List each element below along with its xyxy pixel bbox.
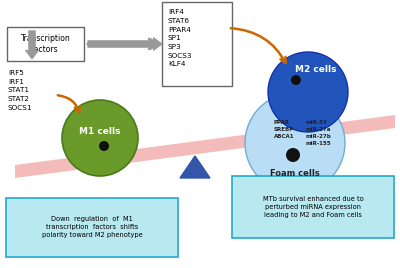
Text: IRF5
IRF1
STAT1
STAT2
SOCS1: IRF5 IRF1 STAT1 STAT2 SOCS1 [8,70,32,111]
Text: Foam cells: Foam cells [270,169,320,177]
FancyBboxPatch shape [232,176,394,238]
FancyBboxPatch shape [6,198,178,257]
Text: Transcription
factors: Transcription factors [21,34,70,54]
Text: Down  regulation  of  M1
transcription  factors  shifts
polarity toward M2 pheno: Down regulation of M1 transcription fact… [42,217,142,239]
FancyArrowPatch shape [58,95,80,113]
Circle shape [245,93,345,193]
FancyBboxPatch shape [162,2,232,86]
FancyBboxPatch shape [7,27,84,61]
Text: PPAR
SREBP
ABCA1: PPAR SREBP ABCA1 [274,120,294,139]
Circle shape [286,148,300,162]
FancyArrowPatch shape [231,28,286,63]
Circle shape [268,52,348,132]
Polygon shape [180,156,210,178]
Circle shape [62,100,138,176]
Text: M1 cells: M1 cells [79,128,121,136]
Text: MTb survival enhanced due to
perturbed miRNA expression
leading to M2 and Foam c: MTb survival enhanced due to perturbed m… [263,196,363,218]
Circle shape [99,141,109,151]
Text: M2 cells: M2 cells [295,65,337,75]
Text: miR-33
miR-27a
miR-27b
miR-155: miR-33 miR-27a miR-27b miR-155 [306,120,332,146]
Polygon shape [15,115,395,178]
Text: IRF4
STAT6
PPAR4
SP1
SP3
SOCS3
KLF4: IRF4 STAT6 PPAR4 SP1 SP3 SOCS3 KLF4 [168,9,192,68]
Circle shape [291,75,301,85]
